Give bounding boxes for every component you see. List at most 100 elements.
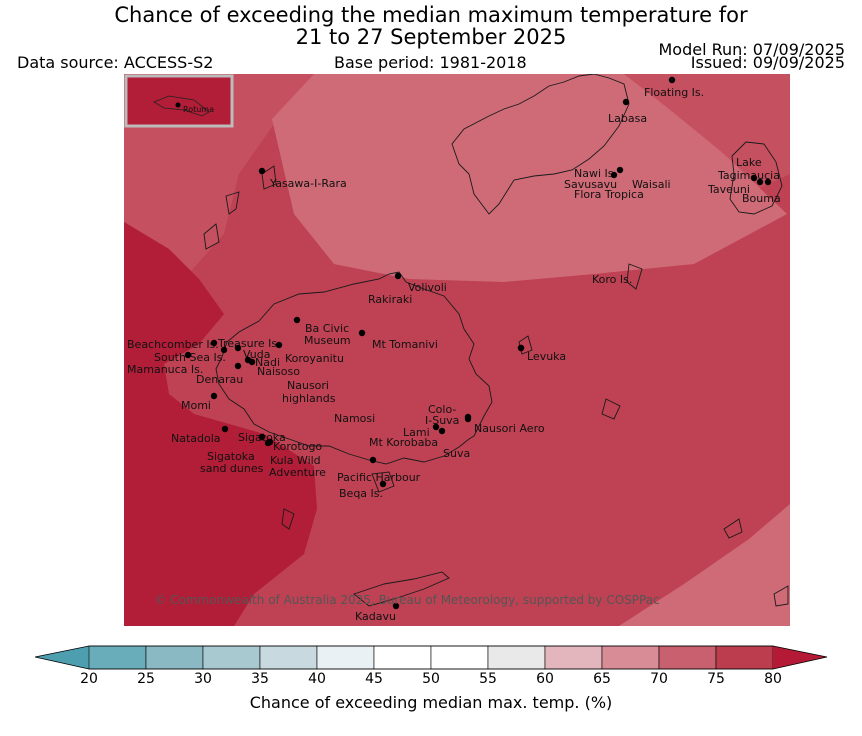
place-marker — [392, 602, 400, 610]
place-label: Waisali — [632, 178, 671, 191]
rotuma-label: Rotuma — [183, 105, 214, 114]
colorbar-tick-label: 65 — [593, 671, 611, 687]
place-marker — [210, 339, 218, 347]
place-label: Natadola — [171, 432, 221, 445]
place-label: Yasawa-I-Rara — [269, 177, 347, 190]
place-label: Kula Wild — [270, 454, 321, 467]
place-label: Rakiraki — [368, 293, 412, 306]
place-marker — [234, 344, 242, 352]
place-marker — [756, 178, 764, 186]
place-label: Bouma — [742, 192, 781, 205]
place-label: Tagimaucia — [717, 169, 780, 182]
inset-frame — [124, 74, 234, 128]
place-label: Volivoli — [408, 281, 447, 294]
colorbar-tick-label: 55 — [479, 671, 497, 687]
copyright-note: © Commonwealth of Australia 2025, Bureau… — [154, 593, 659, 607]
place-marker — [210, 392, 218, 400]
place-marker — [764, 178, 772, 186]
colorbar-tick-label: 25 — [137, 671, 155, 687]
map-title-line2: 21 to 27 September 2025 — [295, 25, 567, 49]
issued-date: Issued: 09/09/2025 — [690, 53, 845, 72]
place-marker — [464, 415, 472, 423]
place-label: Taveuni — [707, 183, 750, 196]
beqa-island — [371, 471, 395, 493]
place-label: Levuka — [527, 350, 566, 363]
probability-map: Rotuma Floating Is. Labasa Yasawa-I-Rara Na… — [124, 74, 790, 626]
colorbar-bin — [658, 645, 717, 670]
kadavu-coast — [353, 571, 450, 607]
place-marker — [610, 171, 618, 179]
rotuma-marker — [175, 102, 181, 108]
colorbar-bin — [145, 645, 204, 670]
place-marker — [221, 425, 229, 433]
colorbar-bin — [601, 645, 660, 670]
place-label: Nadi — [255, 356, 280, 369]
place-label: Beqa Is. — [339, 487, 383, 500]
colorbar-tick-label: 40 — [308, 671, 326, 687]
place-label: Suva — [443, 447, 470, 460]
place-marker — [275, 341, 283, 349]
taveuni-coast — [729, 141, 783, 215]
colorbar-tick-label: 75 — [707, 671, 725, 687]
colorbar-bin — [202, 645, 261, 670]
viti-levu-coast — [215, 271, 493, 465]
place-label: Savusavu — [564, 178, 617, 191]
place-label: Floating Is. — [644, 86, 704, 99]
colorbar-bin — [715, 645, 774, 670]
place-label: Museum — [304, 334, 351, 347]
colorbar-bin — [487, 645, 546, 670]
colorbar-tick-label: 20 — [80, 671, 98, 687]
place-marker — [394, 272, 402, 280]
place-label: Koroyanitu — [285, 352, 344, 365]
colorbar-bin — [88, 645, 147, 670]
place-label: sand dunes — [200, 462, 264, 475]
yasawa-island-3 — [203, 223, 220, 250]
map-title-line1: Chance of exceeding the median maximum t… — [114, 3, 748, 27]
yasawa-island — [261, 165, 277, 190]
data-source: Data source: ACCESS-S2 — [17, 53, 214, 72]
colorbar-tick-label: 70 — [650, 671, 668, 687]
place-label: highlands — [282, 392, 336, 405]
colorbar-bin — [430, 645, 489, 670]
place-label: Mt Korobaba — [369, 436, 438, 449]
lau-island — [723, 518, 743, 539]
place-label: Nausori Aero — [474, 422, 545, 435]
vanua-levu-coast — [451, 74, 630, 215]
colorbar-title: Chance of exceeding median max. temp. (%… — [249, 693, 613, 712]
place-marker — [438, 427, 446, 435]
colorbar — [34, 645, 828, 670]
place-label: Nausori — [287, 379, 329, 392]
place-label: Nawi Is. — [574, 167, 617, 180]
place-label: Flora Tropica — [574, 188, 644, 201]
place-label: Lami — [403, 426, 430, 439]
place-label: Mamanuca Is. — [127, 363, 203, 376]
place-label: Mt Tomanivi — [372, 338, 438, 351]
koro-island — [626, 263, 643, 290]
place-marker — [517, 344, 525, 352]
place-marker — [668, 76, 676, 84]
place-marker — [379, 480, 387, 488]
place-marker — [622, 98, 630, 106]
colorbar-tick-label: 60 — [536, 671, 554, 687]
place-marker — [369, 456, 377, 464]
place-marker — [358, 329, 366, 337]
place-label: Namosi — [334, 412, 375, 425]
place-label: Lake — [736, 156, 762, 169]
place-label: Adventure — [269, 466, 326, 479]
coastlines — [203, 74, 789, 607]
colorbar-tick-label: 45 — [365, 671, 383, 687]
colorbar-tick-label: 30 — [194, 671, 212, 687]
colorbar-tick-label: 80 — [764, 671, 782, 687]
place-label: Ba Civic — [305, 322, 349, 335]
place-label: Korotogo — [273, 440, 322, 453]
place-label: Sigatoka — [207, 450, 255, 463]
place-label: Labasa — [608, 112, 647, 125]
place-marker — [258, 167, 266, 175]
place-marker — [258, 433, 266, 441]
place-label: Kadavu — [355, 610, 396, 623]
place-marker — [266, 438, 274, 446]
colorbar-bin — [259, 645, 318, 670]
base-period: Base period: 1981-2018 — [334, 53, 527, 72]
colorbar-bin — [544, 645, 603, 670]
colorbar-bin — [316, 645, 375, 670]
